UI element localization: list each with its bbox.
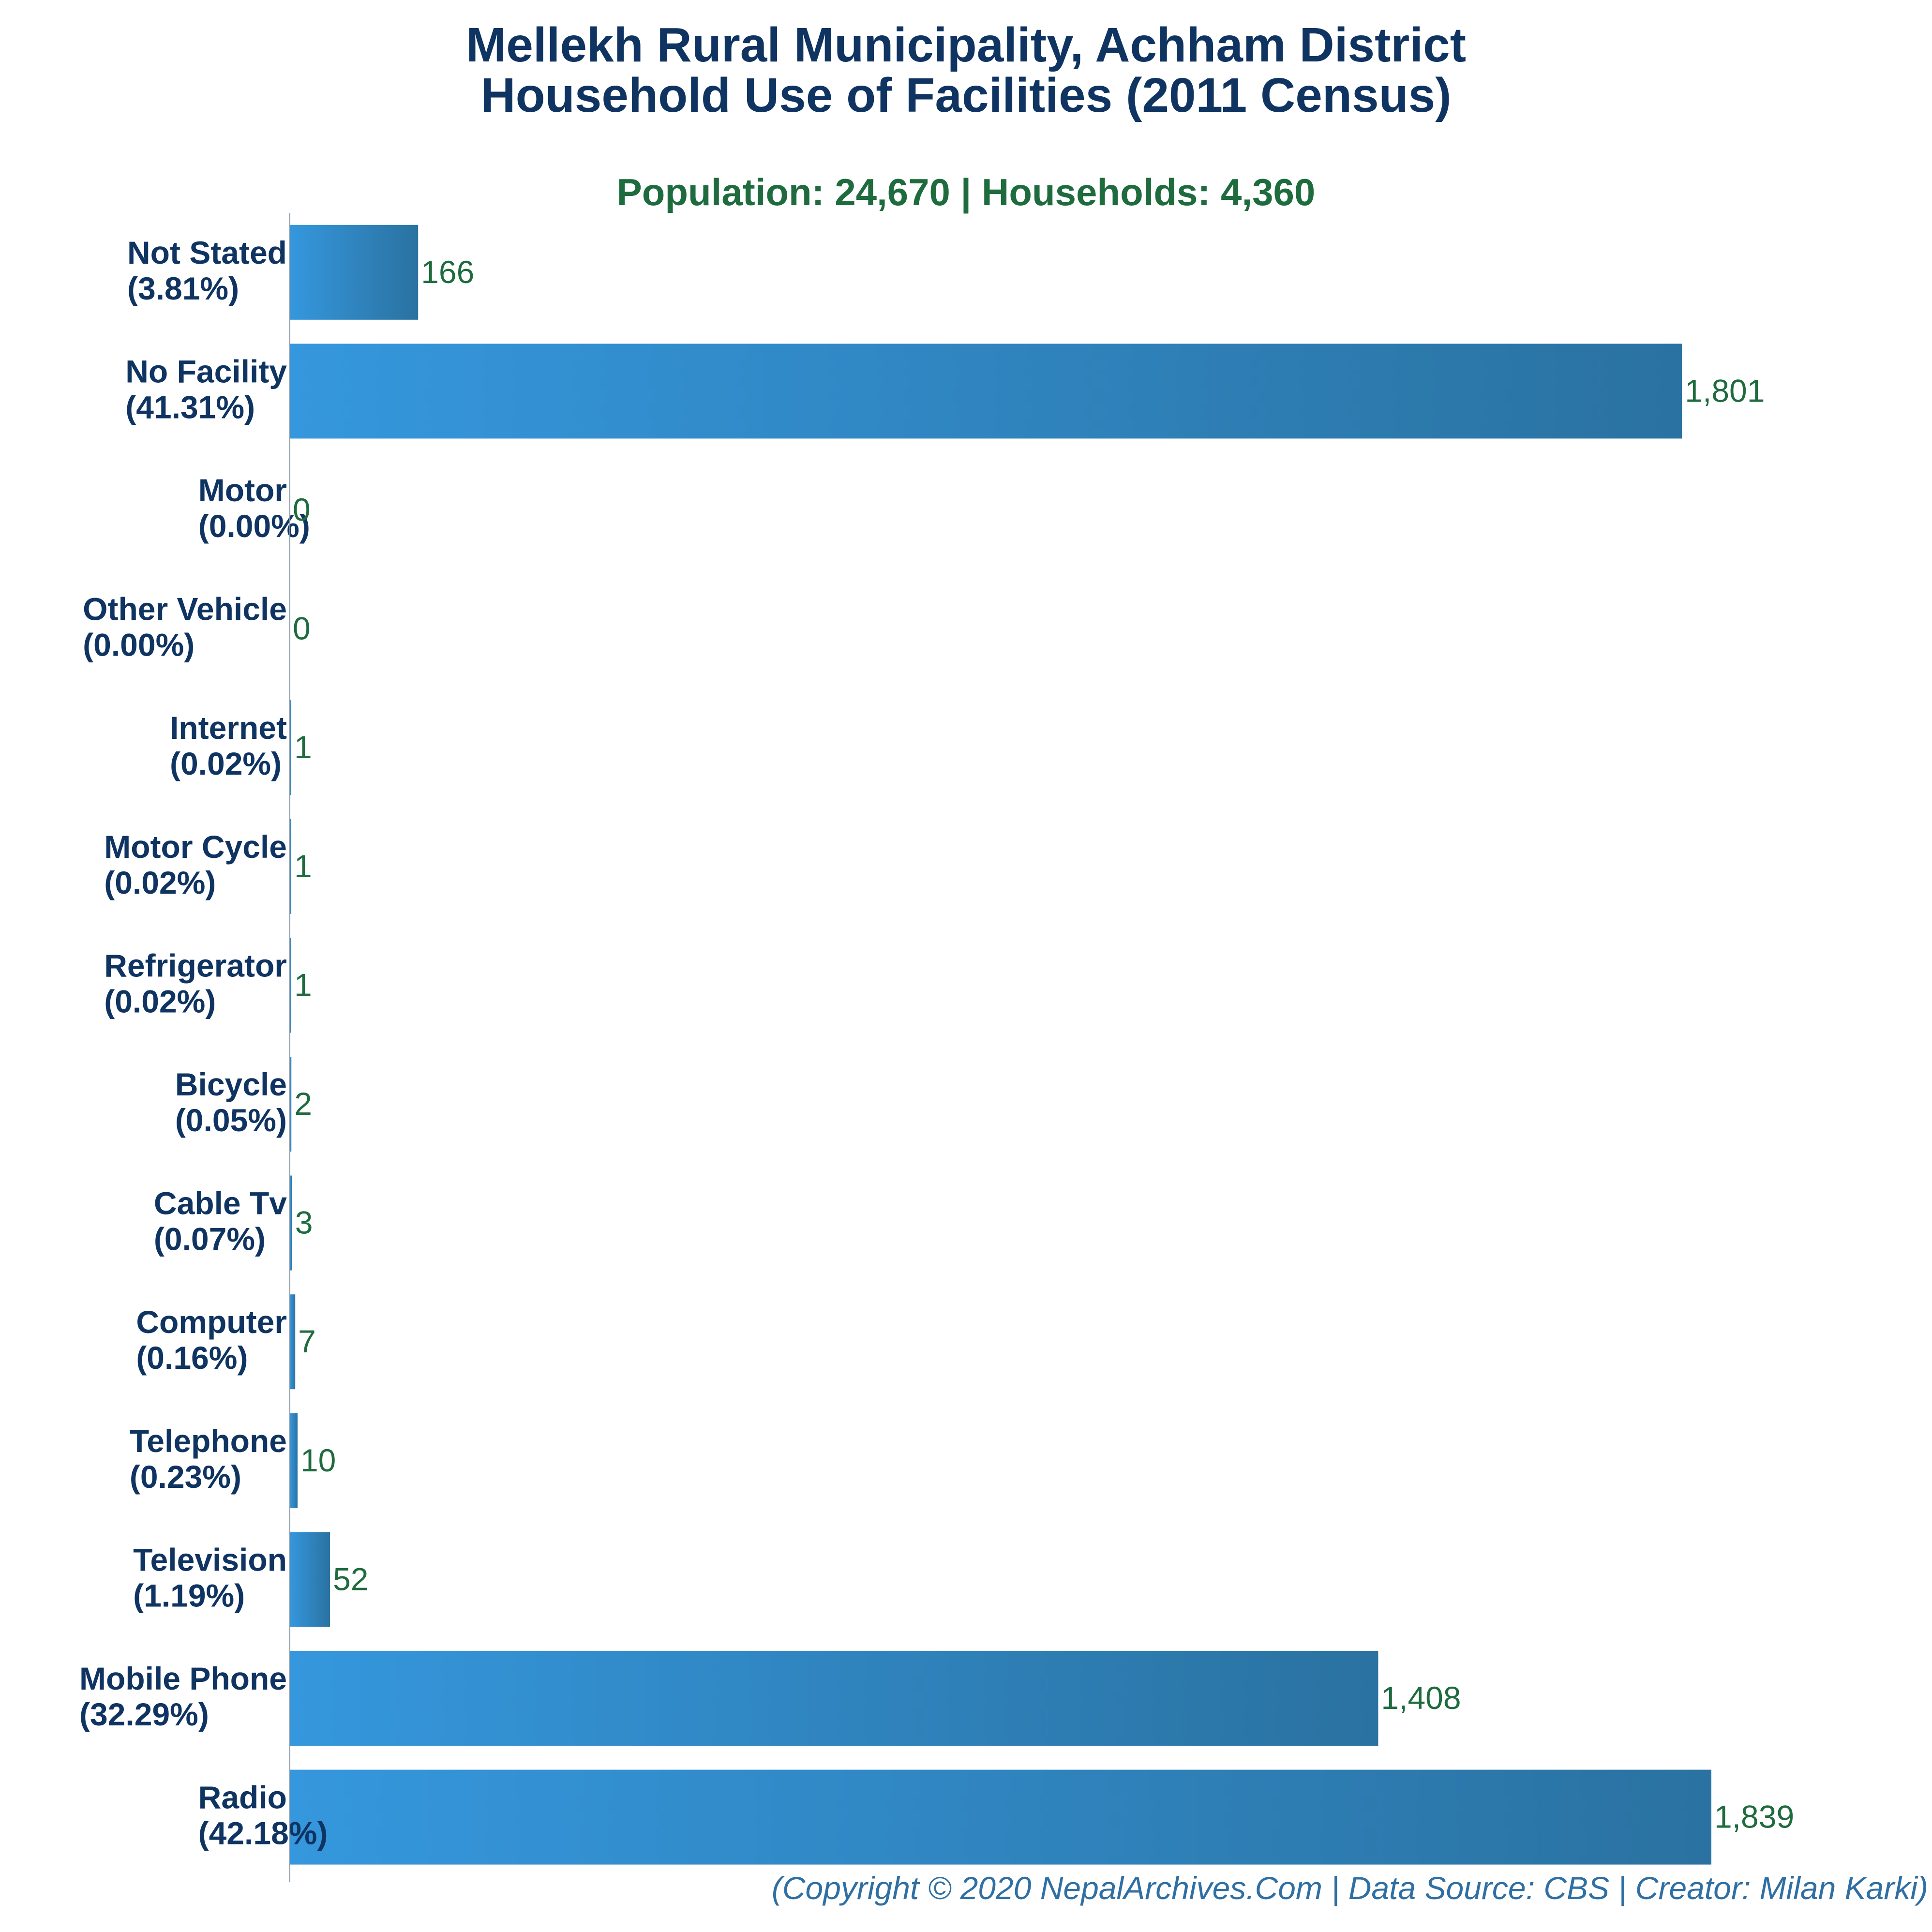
value-label-radio: 1,839	[1714, 1799, 1794, 1835]
category-percent-telephone: (0.23%)	[130, 1459, 241, 1495]
category-label-refrigerator: Refrigerator	[104, 947, 287, 983]
value-label-motor-cycle: 1	[294, 848, 312, 884]
value-label-other-vehicle: 0	[293, 611, 311, 646]
category-percent-computer: (0.16%)	[136, 1340, 248, 1376]
category-percent-other-vehicle: (0.00%)	[83, 627, 195, 663]
bar-mobile-phone	[290, 1651, 1378, 1746]
bar-radio	[290, 1769, 1711, 1865]
value-labels-layer: 166 1,801 0 0 1 1 1 2 3 7 10 52 1,408 1,839	[293, 254, 1794, 1835]
category-label-bicycle: Bicycle	[175, 1066, 287, 1102]
value-label-television: 52	[333, 1561, 368, 1597]
category-percent-motor: (0.00%)	[198, 508, 310, 544]
bar-no-facility	[290, 344, 1682, 439]
value-label-cable-tv: 3	[295, 1205, 313, 1241]
chart-title-line-2: Household Use of Facilities (2011 Census…	[480, 68, 1452, 122]
category-percent-radio: (42.18%)	[198, 1815, 328, 1851]
category-label-internet: Internet	[170, 710, 287, 746]
value-label-telephone: 10	[300, 1442, 336, 1478]
category-label-no-facility: No Facility	[125, 353, 287, 389]
category-label-radio: Radio	[198, 1780, 287, 1815]
value-label-motor: 0	[293, 492, 311, 527]
category-percent-no-facility: (41.31%)	[125, 389, 255, 425]
value-label-internet: 1	[294, 729, 312, 765]
bars-layer	[290, 225, 1711, 1865]
bar-bicycle	[290, 1057, 292, 1152]
bar-telephone	[290, 1413, 298, 1508]
footer-credit: (Copyright © 2020 NepalArchives.Com | Da…	[771, 1870, 1928, 1906]
bar-television	[290, 1532, 330, 1627]
category-label-not-stated: Not Stated	[127, 235, 287, 270]
bar-cable-tv	[290, 1175, 292, 1271]
category-label-computer: Computer	[136, 1304, 287, 1340]
value-label-computer: 7	[298, 1323, 316, 1359]
category-percent-television: (1.19%)	[133, 1577, 245, 1613]
bar-computer	[290, 1294, 296, 1390]
chart-title-line-1: Mellekh Rural Municipality, Achham Distr…	[465, 18, 1467, 72]
category-percent-bicycle: (0.05%)	[175, 1102, 287, 1138]
value-label-mobile-phone: 1,408	[1381, 1680, 1461, 1716]
category-label-motor: Motor	[198, 472, 287, 508]
category-percent-internet: (0.02%)	[170, 746, 282, 781]
category-label-telephone: Telephone	[130, 1423, 287, 1459]
category-label-television: Television	[133, 1542, 287, 1577]
category-label-mobile-phone: Mobile Phone	[79, 1661, 287, 1696]
category-label-other-vehicle: Other Vehicle	[83, 591, 287, 627]
category-percent-mobile-phone: (32.29%)	[79, 1696, 209, 1732]
category-labels-layer: Not Stated(3.81%) No Facility(41.31%) Moto…	[79, 235, 328, 1851]
category-percent-motor-cycle: (0.02%)	[104, 865, 216, 900]
value-label-refrigerator: 1	[294, 967, 312, 1003]
value-label-no-facility: 1,801	[1685, 373, 1765, 408]
category-percent-not-stated: (3.81%)	[127, 270, 239, 306]
category-percent-cable-tv: (0.07%)	[154, 1221, 266, 1257]
value-label-bicycle: 2	[294, 1086, 312, 1122]
category-percent-refrigerator: (0.02%)	[104, 983, 216, 1019]
bar-motor-cycle	[290, 819, 291, 914]
chart-subtitle: Population: 24,670 | Households: 4,360	[616, 171, 1316, 213]
category-label-cable-tv: Cable Tv	[154, 1185, 287, 1221]
bar-internet	[290, 700, 291, 795]
value-label-not-stated: 166	[421, 254, 474, 290]
bar-refrigerator	[290, 938, 291, 1033]
bar-not-stated	[290, 225, 419, 320]
category-label-motor-cycle: Motor Cycle	[104, 829, 287, 865]
